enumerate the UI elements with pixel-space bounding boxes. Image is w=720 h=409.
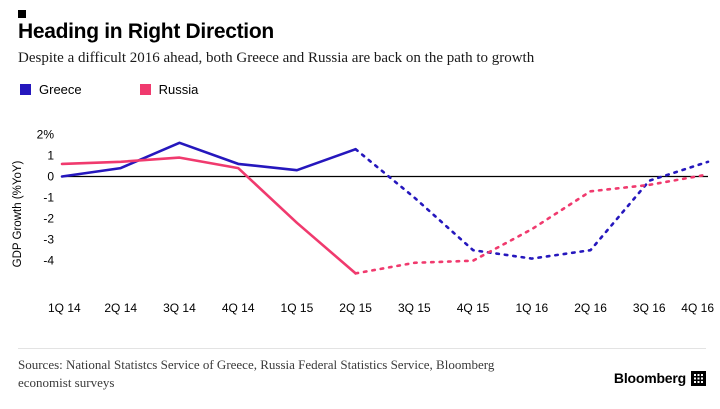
y-tick-label: 1 [47, 148, 54, 162]
series-line-russia-forecast [354, 173, 710, 275]
x-tick-label: 2Q 15 [339, 301, 372, 315]
series-line-greece-solid [60, 141, 357, 178]
bloomberg-logo: Bloomberg [614, 370, 706, 386]
russia-swatch-icon [139, 84, 151, 95]
bloomberg-terminal-icon [691, 370, 706, 386]
chart-subtitle: Despite a difficult 2016 ahead, both Gre… [18, 50, 535, 66]
legend-item-russia: Russia [139, 82, 199, 97]
bloomberg-wordmark: Bloomberg [613, 370, 686, 386]
y-tick-label: 2% [37, 127, 55, 141]
y-tick-label: -3 [43, 233, 54, 247]
x-tick-label: 3Q 15 [398, 301, 431, 315]
x-tick-label: 4Q 15 [457, 301, 490, 315]
x-tick-label: 2Q 16 [574, 301, 607, 315]
sources-line-2: economist surveys [18, 374, 115, 390]
greece-swatch-icon [20, 84, 31, 95]
brand-square-marker [18, 10, 26, 18]
line-chart: 2% 1 0 -1 -2 -3 -4 1Q 14 2Q 14 3Q 14 4Q 14 1Q 15 2Q … [26, 114, 716, 332]
x-tick-label: 4Q 16 [681, 301, 714, 315]
legend-label-greece: Greece [39, 82, 82, 97]
y-tick-label: -1 [43, 191, 54, 205]
x-tick-label: 3Q 16 [633, 301, 666, 315]
x-tick-label: 1Q 15 [281, 301, 314, 315]
x-tick-label: 1Q 14 [48, 301, 81, 315]
series-line-russia-solid [60, 156, 357, 275]
sources-note: Sources: National Statistcs Service of G… [18, 356, 494, 391]
chart-svg: 2% 1 0 -1 -2 -3 -4 1Q 14 2Q 14 3Q 14 4Q 14 1Q 15 2Q … [37, 127, 715, 315]
y-tick-label: -2 [43, 212, 54, 226]
x-tick-label: 3Q 14 [163, 301, 196, 315]
x-tick-label: 4Q 14 [222, 301, 255, 315]
y-tick-label: 0 [47, 170, 54, 184]
page-title: Heading in Right Direction [18, 20, 274, 43]
y-tick-label: -4 [43, 254, 54, 268]
y-axis-title: GDP Growth (%YoY) [12, 160, 24, 268]
legend-item-greece: Greece [20, 82, 82, 97]
series-line-greece-forecast [354, 147, 710, 260]
x-tick-label: 1Q 16 [515, 301, 548, 315]
legend-label-russia: Russia [158, 82, 199, 97]
sources-line-1: Sources: National Statistcs Service of G… [18, 357, 495, 372]
x-tick-label: 2Q 14 [104, 301, 137, 315]
chart-legend: Greece Russia [20, 82, 198, 97]
footer: Sources: National Statistcs Service of G… [18, 348, 706, 391]
